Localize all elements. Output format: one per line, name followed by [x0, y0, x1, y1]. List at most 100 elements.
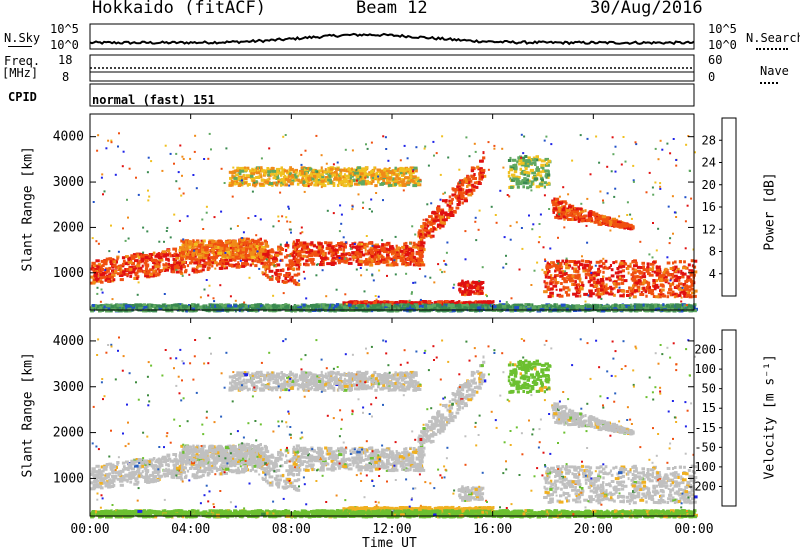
- power-cell: [527, 156, 531, 160]
- power-cell: [407, 246, 411, 250]
- power-cell: [97, 279, 102, 283]
- power-cell: [525, 181, 530, 185]
- power-cell: [692, 294, 697, 298]
- power-cell: [263, 261, 269, 265]
- power-cell: [365, 182, 368, 186]
- power-cell: [251, 255, 255, 259]
- power-cell: [676, 276, 682, 279]
- power-cell: [468, 289, 473, 293]
- power-cell: [344, 245, 347, 249]
- power-cell: [520, 161, 525, 165]
- power-cell: [277, 252, 283, 256]
- power-cell: [610, 268, 614, 272]
- power-cell: [611, 292, 614, 296]
- power-cell: [385, 172, 388, 175]
- power-cell: [403, 242, 406, 246]
- power-cell: [466, 177, 470, 181]
- power-cell: [592, 281, 597, 284]
- power-cell: [573, 261, 579, 264]
- power-cell: [170, 263, 175, 267]
- power-cell: [685, 266, 689, 270]
- power-cell: [396, 256, 401, 260]
- power-cell: [271, 183, 274, 187]
- power-cell: [255, 245, 259, 249]
- power-cell: [488, 301, 492, 305]
- power-cell: [360, 253, 366, 257]
- power-cell: [105, 257, 109, 261]
- power-cell: [242, 173, 245, 177]
- power-cell: [579, 263, 583, 266]
- power-cell: [671, 275, 675, 279]
- power-cell: [354, 182, 359, 186]
- power-cell: [417, 242, 420, 245]
- power-cell: [109, 260, 115, 264]
- power-cell: [158, 258, 164, 262]
- power-cell: [571, 214, 576, 218]
- power-cell: [268, 263, 271, 267]
- power-cell: [214, 259, 217, 263]
- power-cell: [608, 276, 611, 280]
- power-cell: [151, 265, 156, 269]
- power-cell: [572, 292, 577, 296]
- power-cell: [416, 243, 420, 247]
- power-cell: [180, 267, 183, 271]
- power-cell: [237, 247, 242, 251]
- power-cell: [122, 270, 126, 274]
- power-cell: [409, 175, 413, 179]
- power-cell: [186, 264, 190, 268]
- power-cell: [589, 291, 593, 295]
- power-cell: [323, 178, 326, 182]
- power-cell: [399, 259, 404, 263]
- power-cell: [636, 285, 641, 289]
- power-cell: [141, 259, 144, 263]
- power-cell: [412, 241, 416, 245]
- power-cell: [464, 286, 467, 290]
- power-cell: [628, 223, 633, 227]
- power-cell: [555, 213, 560, 217]
- nsearch-dotted-line: [756, 48, 788, 50]
- power-cell: [574, 280, 577, 284]
- power-cell: [587, 267, 591, 270]
- power-cell: [639, 271, 643, 275]
- power-cell: [228, 239, 232, 243]
- power-cell: [370, 174, 375, 177]
- power-cell: [324, 251, 327, 255]
- power-cell: [566, 209, 571, 213]
- power-cell: [523, 177, 527, 181]
- power-cell: [612, 223, 618, 227]
- power-cell: [543, 280, 546, 284]
- power-cell: [121, 256, 126, 260]
- power-cell: [536, 173, 540, 177]
- power-cell: [167, 262, 170, 266]
- power-cell: [616, 267, 620, 270]
- power-cell: [558, 201, 563, 205]
- power-cell: [167, 252, 172, 256]
- power-cell: [552, 200, 557, 204]
- power-cell: [620, 222, 625, 226]
- power-cell: [312, 178, 318, 182]
- power-cell: [597, 220, 602, 224]
- power-cell: [200, 241, 204, 244]
- power-cell: [360, 181, 365, 185]
- power-cell: [295, 263, 300, 267]
- power-cell: [456, 301, 460, 304]
- power-cell: [627, 293, 632, 297]
- power-cell: [560, 282, 563, 285]
- power-cell: [369, 301, 374, 305]
- power-cell: [630, 290, 635, 294]
- power-cell: [313, 244, 317, 248]
- power-cell: [461, 290, 467, 294]
- power-cell: [417, 240, 422, 244]
- power-cell: [109, 262, 114, 266]
- power-cell: [340, 175, 343, 179]
- power-cell: [615, 223, 620, 227]
- power-cell: [297, 252, 302, 256]
- power-cell: [102, 275, 108, 279]
- power-cell: [486, 300, 492, 304]
- power-cell: [290, 264, 294, 268]
- power-cell: [196, 306, 200, 310]
- power-cell: [116, 255, 120, 259]
- power-cell: [477, 167, 482, 171]
- power-cell: [275, 173, 278, 177]
- power-cell: [332, 184, 336, 187]
